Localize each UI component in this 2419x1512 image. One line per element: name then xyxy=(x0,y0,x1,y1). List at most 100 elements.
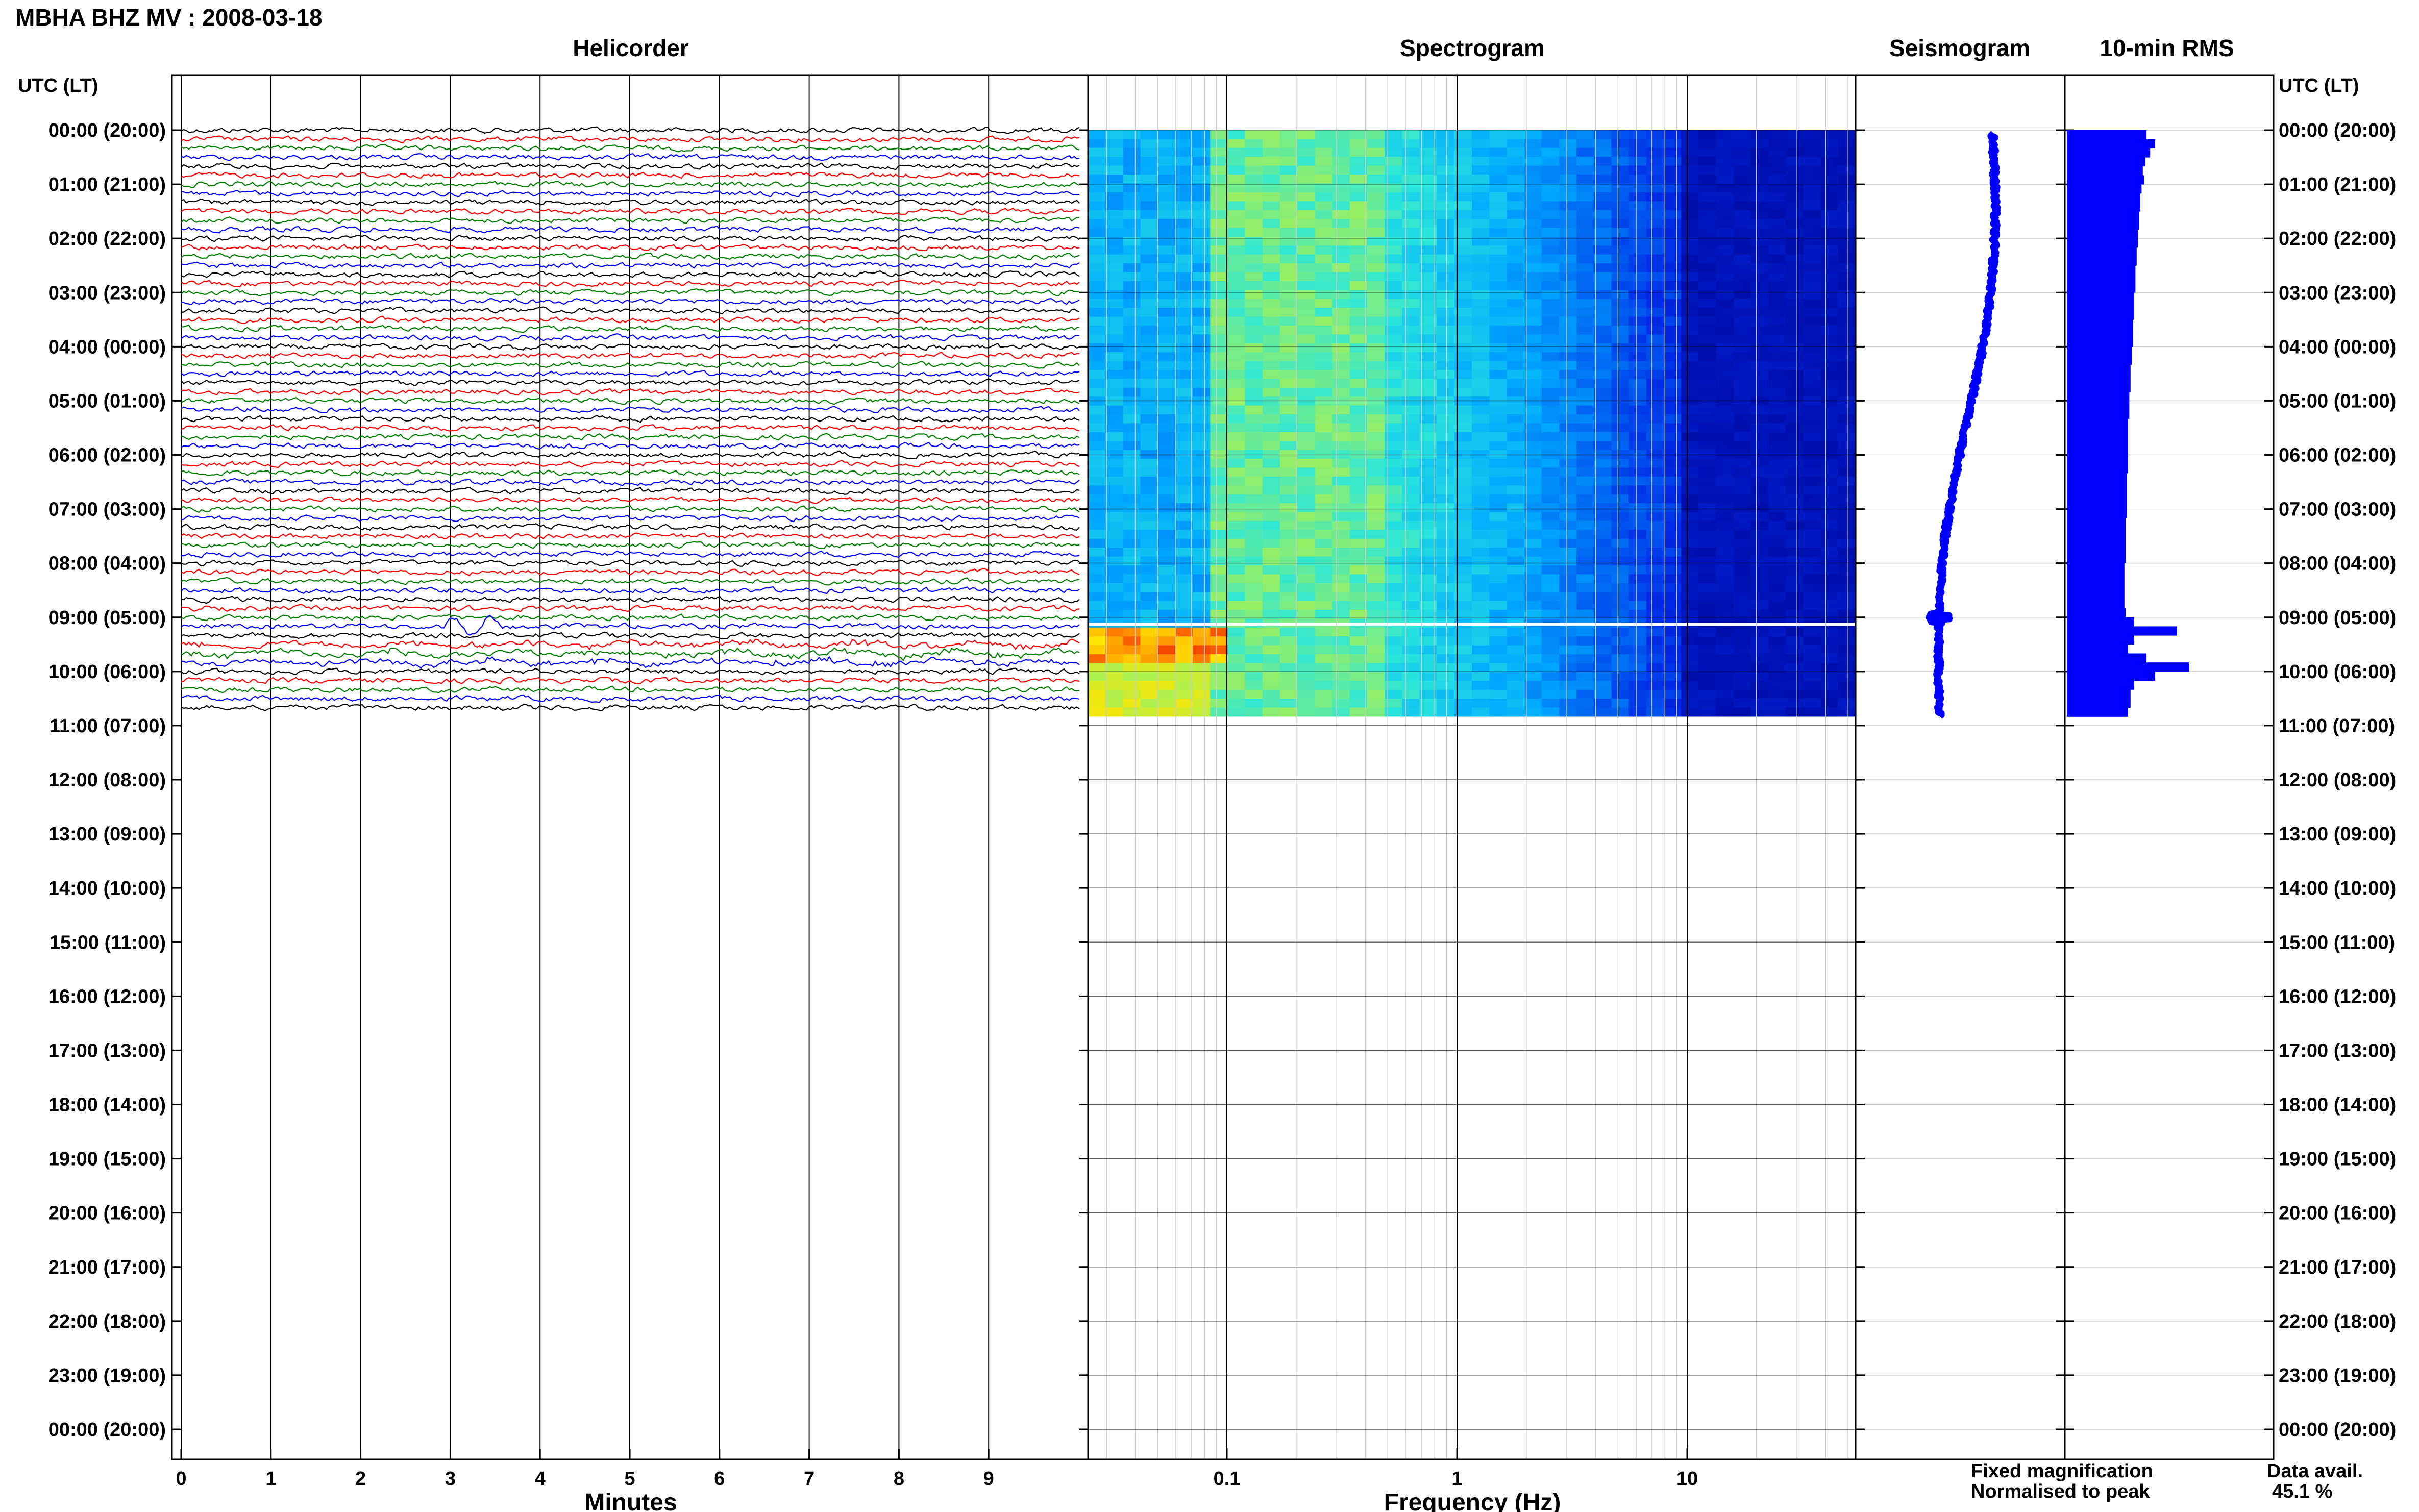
spectrogram-cell xyxy=(1559,316,1577,326)
spectrogram-cell xyxy=(1157,183,1176,193)
spectrogram-cell xyxy=(1628,610,1647,619)
time-label-left: 19:00 (15:00) xyxy=(48,1149,166,1170)
spectrogram-cell xyxy=(1402,530,1420,539)
spectrogram-cell xyxy=(1489,494,1507,504)
spectrogram-cell xyxy=(1157,210,1176,219)
spectrogram-cell xyxy=(1437,636,1455,646)
spectrogram-cell xyxy=(1803,565,1821,575)
spectrogram-cell xyxy=(1489,610,1507,619)
spectrogram-cell xyxy=(1820,130,1839,139)
spectrogram-cell xyxy=(1559,326,1577,335)
spectrogram-cell xyxy=(1349,201,1368,211)
spectrogram-cell xyxy=(1838,610,1856,619)
spectrogram-cell xyxy=(1698,476,1717,486)
spectrogram-cell xyxy=(1262,210,1280,219)
spectrogram-cell xyxy=(1559,441,1577,451)
spectrogram-cell xyxy=(1472,627,1490,637)
spectrogram-cell xyxy=(1315,334,1333,344)
spectrogram-cell xyxy=(1245,503,1263,513)
spectrogram-cell xyxy=(1489,139,1507,148)
spectrogram-cell xyxy=(1297,414,1315,424)
spectrogram-cell xyxy=(1437,565,1455,575)
spectrogram-cell xyxy=(1594,308,1612,317)
spectrogram-cell xyxy=(1472,175,1490,184)
spectrogram-cell xyxy=(1157,610,1176,619)
spectrogram-cell xyxy=(1611,592,1630,602)
spectrogram-cell xyxy=(1088,343,1106,353)
spectrogram-cell xyxy=(1820,548,1839,557)
spectrogram-cell xyxy=(1402,565,1420,575)
spectrogram-cell xyxy=(1786,228,1804,237)
spectrogram-cell xyxy=(1838,423,1856,433)
spectrogram-cell xyxy=(1716,530,1734,539)
rms-bar xyxy=(2067,274,2136,284)
spectrogram-cell xyxy=(1088,210,1106,219)
spectrogram-cell xyxy=(1088,548,1106,557)
spectrogram-cell xyxy=(1315,432,1333,441)
spectrogram-cell xyxy=(1541,228,1560,237)
spectrogram-cell xyxy=(1559,538,1577,548)
spectrogram-cell xyxy=(1786,485,1804,495)
spectrogram-cell xyxy=(1262,645,1280,655)
spectrogram-cell xyxy=(1245,130,1263,139)
spectrogram-cell xyxy=(1157,645,1176,655)
spectrogram-cell xyxy=(1628,236,1647,246)
spectrogram-cell xyxy=(1507,245,1525,255)
helicorder-trace xyxy=(181,496,1080,504)
spectrogram-cell xyxy=(1664,299,1682,308)
spectrogram-cell xyxy=(1210,601,1228,610)
spectrogram-cell xyxy=(1105,387,1123,397)
spectrogram-cell xyxy=(1210,592,1228,602)
spectrogram-cell xyxy=(1175,165,1193,175)
spectrogram-cell xyxy=(1088,396,1106,406)
spectrogram-cell xyxy=(1768,538,1786,548)
spectrogram-cell xyxy=(1297,601,1315,610)
spectrogram-cell xyxy=(1419,574,1438,584)
spectrogram-cell xyxy=(1628,689,1647,699)
spectrogram-cell xyxy=(1385,299,1402,308)
spectrogram-cell xyxy=(1646,352,1664,362)
spectrogram-cell xyxy=(1489,476,1507,486)
spectrogram-cell xyxy=(1210,494,1228,504)
spectrogram-cell xyxy=(1280,236,1298,246)
spectrogram-cell xyxy=(1768,334,1786,344)
spectrogram-cell xyxy=(1803,147,1821,157)
spectrogram-cell xyxy=(1280,476,1298,486)
spectrogram-cell xyxy=(1402,192,1420,202)
spectrogram-cell xyxy=(1210,450,1228,459)
spectrogram-cell xyxy=(1297,396,1315,406)
spectrogram-cell xyxy=(1157,192,1176,202)
spectrogram-cell xyxy=(1820,530,1839,539)
spectrogram-cell xyxy=(1088,165,1106,175)
spectrogram-cell xyxy=(1803,476,1821,486)
spectrogram-cell xyxy=(1750,316,1769,326)
spectrogram-cell xyxy=(1838,299,1856,308)
spectrogram-cell xyxy=(1140,707,1158,717)
spectrogram-cell xyxy=(1245,245,1263,255)
rms-bar xyxy=(2067,211,2139,221)
spectrogram-cell xyxy=(1367,556,1385,566)
spectrogram-cell xyxy=(1297,627,1315,637)
spectrogram-cell xyxy=(1646,343,1664,353)
spectrogram-cell xyxy=(1664,219,1682,229)
spectrogram-cell xyxy=(1385,689,1402,699)
spectrogram-cell xyxy=(1297,432,1315,441)
spectrogram-cell xyxy=(1820,520,1839,530)
spectrogram-cell xyxy=(1681,245,1699,255)
panel-title-spectrogram: Spectrogram xyxy=(1400,35,1545,61)
spectrogram-cell xyxy=(1280,370,1298,379)
spectrogram-cell xyxy=(1123,681,1141,690)
spectrogram-cell xyxy=(1646,175,1664,184)
spectrogram-cell xyxy=(1157,379,1176,388)
spectrogram-cell xyxy=(1507,601,1525,610)
spectrogram-cell xyxy=(1803,689,1821,699)
spectrogram-cell xyxy=(1419,689,1438,699)
spectrogram-cell xyxy=(1210,254,1228,264)
spectrogram-cell xyxy=(1786,432,1804,441)
helicorder-trace xyxy=(181,450,1080,460)
spectrogram-cell xyxy=(1786,627,1804,637)
spectrogram-cell xyxy=(1385,450,1402,459)
spectrogram-cell xyxy=(1227,459,1246,468)
spectrogram-cell xyxy=(1280,503,1298,513)
spectrogram-cell xyxy=(1140,699,1158,708)
